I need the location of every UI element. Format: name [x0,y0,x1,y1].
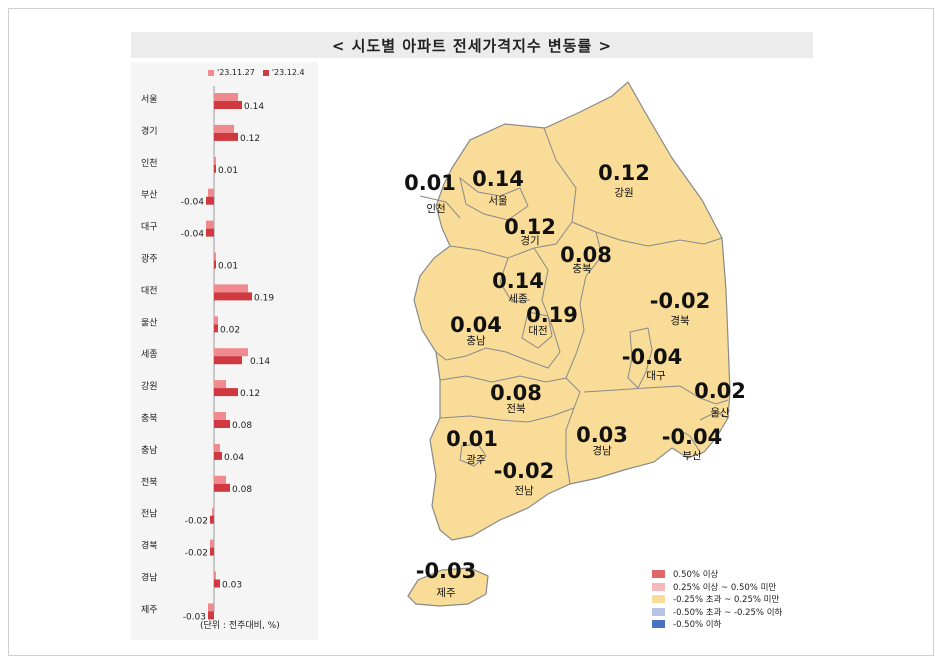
map-legend-swatch [652,607,665,616]
map-legend: 0.50% 이상 0.25% 이상 ~ 0.50% 미만 -0.25% 초과 ~… [652,568,782,631]
map-legend-label: -0.25% 초과 ~ 0.25% 미만 [673,595,780,606]
legend-label-series1: '23.11.27 [217,68,255,77]
region-name: 부산 [682,450,702,462]
region-name: 경남 [592,444,612,457]
boundary-daejeon [521,311,553,349]
region-value: 0.01 [446,427,498,451]
region-value: 0.08 [490,381,542,405]
region-name: 경기 [520,234,539,247]
region-value: 0.14 [492,269,544,293]
legend-item-series2: '23.12.4 [262,68,305,77]
boundary-ulsan [699,411,729,421]
boundary-gyeongbuk-south [583,385,729,405]
boundary-seoul [459,176,529,221]
region-value: 0.01 [404,171,456,195]
region-name: 충북 [572,263,592,275]
region-value: -0.03 [416,559,477,583]
title-bar: < 시도별 아파트 전세가격지수 변동률 > [131,32,813,58]
region-value: 0.03 [576,423,628,447]
region-value: -0.04 [662,425,723,449]
map-legend-swatch [652,570,665,579]
unit-note: (단위 : 전주대비, %) [200,621,280,631]
boundary-sejong [499,257,531,303]
map-labels: 0.01인천0.14서울0.12경기0.12강원0.08충북0.14세종0.19… [404,161,746,599]
region-name: 서울 [488,195,508,207]
region-value: 0.12 [504,215,556,239]
region-value: 0.14 [472,167,524,191]
region-name: 울산 [710,407,730,419]
region-name: 전남 [514,485,534,497]
region-value: -0.04 [622,345,683,369]
boundary-incheon [419,195,461,219]
boundary-chungnam [435,247,561,369]
map-legend-swatch [652,620,665,629]
region-value: 0.19 [526,303,578,327]
region-name: 대전 [528,325,547,337]
boundary-gyeonggi-south [449,221,573,259]
boundary-jeonbuk-north [439,375,567,383]
region-name: 강원 [614,187,633,199]
chart-title: < 시도별 아파트 전세가격지수 변동률 > [331,36,613,55]
map-legend-row: 0.50% 이상 [652,568,782,581]
province-boundaries [419,127,729,485]
region-name: 인천 [426,203,445,215]
map-legend-label: 0.50% 이상 [673,570,719,581]
map-shapes [407,81,731,607]
boundary-chungbuk-gyeongbuk [565,231,603,409]
region-value: -0.02 [650,289,711,313]
map-legend-row: -0.50% 이하 [652,618,782,631]
region-name: 경북 [670,314,690,327]
map-legend-row: -0.25% 초과 ~ 0.25% 미만 [652,593,782,606]
region-name: 광주 [466,454,486,466]
legend-swatch-series1 [208,69,214,76]
region-value: 0.12 [598,161,650,185]
legend-item-series1: '23.11.27 [208,68,255,77]
region-name: 전북 [506,403,526,415]
map-legend-swatch [652,582,665,591]
map-legend-label: -0.50% 초과 ~ -0.25% 이하 [673,607,783,618]
boundary-jeonbuk-south [439,407,575,423]
boundary-busan [675,427,701,453]
bar-legend: '23.11.27 '23.12.4 [208,68,305,77]
region-value: 0.04 [450,313,502,337]
region-value: 0.02 [694,379,746,403]
map-legend-label: 0.25% 이상 ~ 0.50% 미만 [673,582,777,593]
mainland-outline [413,81,731,541]
boundary-gyeongnam-west [565,407,575,485]
map-legend-row: 0.25% 이상 ~ 0.50% 미만 [652,581,782,594]
region-value: 0.08 [560,243,612,267]
map-legend-label: -0.50% 이하 [673,620,722,631]
outer-frame [8,8,934,656]
region-name: 제주 [436,587,456,599]
boundary-gyeonggi-gangwon [543,127,723,247]
region-name: 대구 [646,370,666,382]
region-name: 세종 [508,293,528,305]
boundary-daegu [627,327,653,389]
jeju-outline [407,567,489,607]
map-legend-row: -0.50% 초과 ~ -0.25% 이하 [652,606,782,619]
region-value: -0.02 [494,459,555,483]
boundary-gwangju [459,443,487,467]
region-name: 충남 [466,335,486,347]
map-legend-swatch [652,595,665,604]
legend-swatch-series2 [262,69,269,76]
legend-label-series2: '23.12.4 [271,68,305,77]
